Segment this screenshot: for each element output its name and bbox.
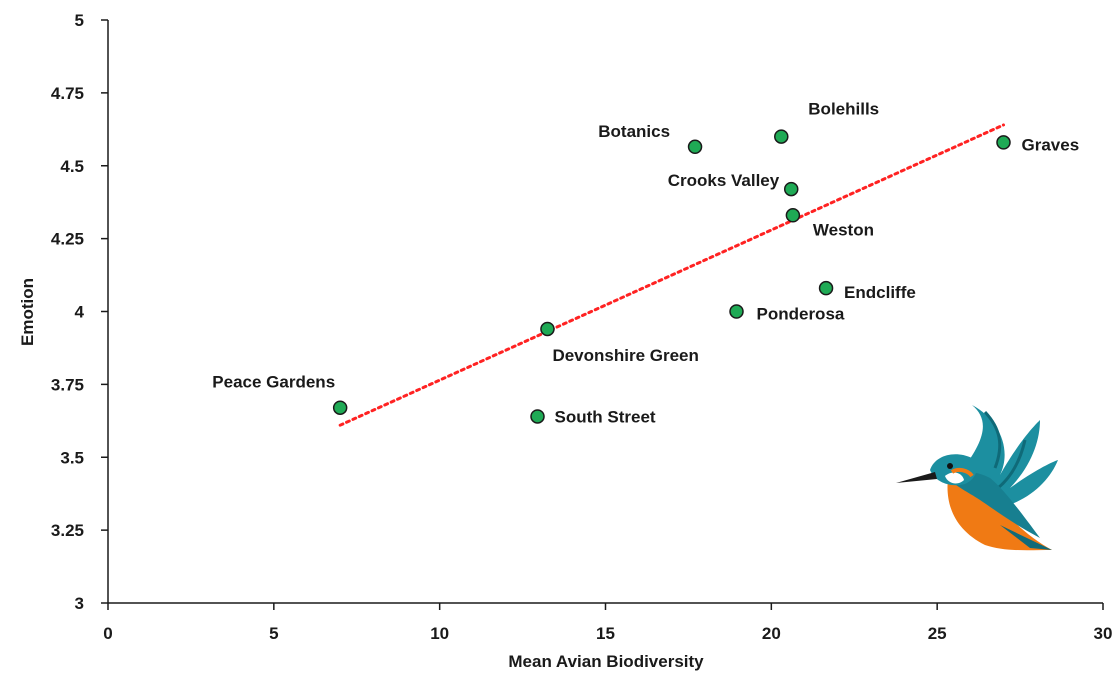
y-axis-title: Emotion <box>18 278 37 346</box>
data-point <box>774 129 789 144</box>
point-label: South Street <box>555 407 656 426</box>
y-tick-label: 4.5 <box>60 157 84 176</box>
point-label: Botanics <box>598 122 670 141</box>
point-label: Bolehills <box>808 100 879 119</box>
y-tick-label: 3.5 <box>60 448 84 467</box>
point-label: Graves <box>1022 135 1080 154</box>
x-tick-label: 25 <box>928 624 947 643</box>
kingfisher-icon <box>896 405 1058 551</box>
points-layer <box>332 129 1011 424</box>
data-point <box>687 139 703 155</box>
x-tick-label: 10 <box>430 624 449 643</box>
axes <box>107 20 1103 604</box>
y-tick-label: 3.25 <box>51 521 84 540</box>
trendline <box>338 123 1005 427</box>
x-tick-label: 20 <box>762 624 781 643</box>
data-point <box>540 321 555 337</box>
ticks: 3 3.25 3.5 3.75 4 4.25 4.5 4.75 5 0 5 10 15 20 25 30 <box>51 11 1113 643</box>
y-tick-label: 5 <box>75 11 84 30</box>
data-point <box>332 400 348 415</box>
data-point <box>530 409 545 424</box>
data-point <box>818 280 834 296</box>
x-tick-label: 5 <box>269 624 278 643</box>
x-axis-title: Mean Avian Biodiversity <box>508 652 704 671</box>
y-tick-label: 4.75 <box>51 84 84 103</box>
point-label: Devonshire Green <box>552 346 698 365</box>
point-label: Weston <box>813 220 874 239</box>
x-tick-label: 0 <box>103 624 112 643</box>
y-tick-label: 3 <box>75 594 84 613</box>
data-point <box>783 181 799 197</box>
point-label: Peace Gardens <box>212 373 335 392</box>
point-label: Crooks Valley <box>668 171 780 190</box>
y-tick-label: 4 <box>75 303 85 322</box>
point-label: Ponderosa <box>757 305 845 324</box>
data-point <box>996 135 1011 150</box>
data-point <box>785 208 801 223</box>
x-tick-label: 30 <box>1094 624 1113 643</box>
x-tick-label: 15 <box>596 624 615 643</box>
labels-layer: Peace Gardens South Street Devonshire Gree… <box>212 100 1079 427</box>
trendline-layer <box>338 123 1005 427</box>
point-label: Endcliffe <box>844 283 916 302</box>
y-tick-label: 4.25 <box>51 230 84 249</box>
y-tick-label: 3.75 <box>51 375 84 394</box>
data-point <box>729 304 744 319</box>
